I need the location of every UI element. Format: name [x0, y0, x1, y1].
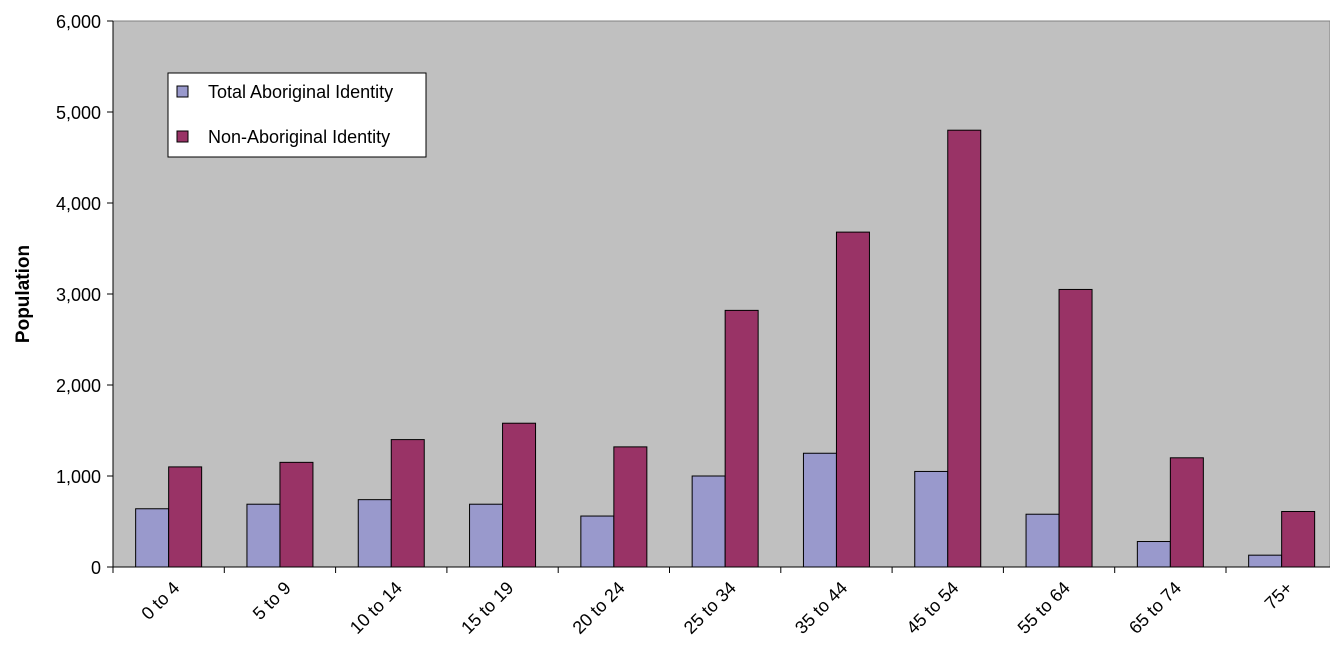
bar-non-aboriginal-2 [390, 439, 425, 568]
bar-non-aboriginal-10 [1281, 510, 1316, 568]
bar-non-aboriginal-3 [502, 422, 537, 568]
bar-non-aboriginal-1 [279, 461, 314, 568]
bar-non-aboriginal-0 [168, 466, 203, 568]
bar-non-aboriginal-5 [724, 309, 759, 568]
legend-box [167, 72, 427, 158]
bar-total-aboriginal-1 [246, 503, 281, 568]
bar-non-aboriginal-8 [1058, 288, 1093, 568]
bar-total-aboriginal-3 [469, 503, 504, 568]
legend-swatch-non-aboriginal [176, 130, 189, 143]
y-axis: 0 1,000 2,000 3,000 4,000 5,000 6,000 [56, 12, 114, 578]
bars [135, 129, 1316, 568]
bar-total-aboriginal-7 [914, 470, 949, 568]
bar-total-aboriginal-10 [1248, 554, 1283, 568]
bar-total-aboriginal-0 [135, 508, 170, 568]
bar-total-aboriginal-4 [580, 515, 615, 568]
x-tick-label: 75+ [1261, 578, 1297, 614]
x-tick-label: 35 to 44 [791, 578, 851, 638]
y-axis-label: Population [13, 245, 34, 343]
bar-non-aboriginal-6 [835, 231, 870, 568]
x-tick-label: 10 to 14 [346, 578, 406, 638]
bar-total-aboriginal-9 [1136, 541, 1171, 568]
x-tick-label: 5 to 9 [249, 578, 295, 624]
x-tick-label: 45 to 54 [902, 578, 962, 638]
bar-total-aboriginal-6 [802, 452, 837, 568]
x-tick-label: 55 to 64 [1014, 578, 1074, 638]
x-tick-label: 20 to 24 [569, 578, 629, 638]
bar-total-aboriginal-8 [1025, 513, 1060, 568]
x-tick-label: 15 to 19 [457, 578, 517, 638]
bar-total-aboriginal-2 [357, 499, 392, 568]
y-tick-label: 2,000 [56, 376, 101, 396]
y-tick-label: 5,000 [56, 103, 101, 123]
y-tick-label: 0 [91, 558, 101, 578]
legend-swatch-total-aboriginal [176, 85, 189, 98]
bar-non-aboriginal-4 [613, 446, 648, 568]
legend-label-total-aboriginal: Total Aboriginal Identity [208, 82, 393, 102]
x-tick-label: 65 to 74 [1125, 578, 1185, 638]
x-axis: 0 to 4 5 to 9 10 to 14 15 to 19 20 to 24 25 t… [112, 566, 1330, 638]
y-tick-label: 3,000 [56, 285, 101, 305]
legend-label-non-aboriginal: Non-Aboriginal Identity [208, 127, 390, 147]
x-tick-label: 25 to 34 [680, 578, 740, 638]
y-tick-label: 1,000 [56, 467, 101, 487]
y-tick-label: 6,000 [56, 12, 101, 32]
bar-non-aboriginal-9 [1169, 457, 1204, 568]
x-tick-label: 0 to 4 [137, 578, 183, 624]
legend: Total Aboriginal Identity Non-Aboriginal… [167, 72, 427, 158]
bar-total-aboriginal-5 [691, 475, 726, 568]
y-tick-label: 4,000 [56, 194, 101, 214]
bar-non-aboriginal-7 [947, 129, 982, 568]
